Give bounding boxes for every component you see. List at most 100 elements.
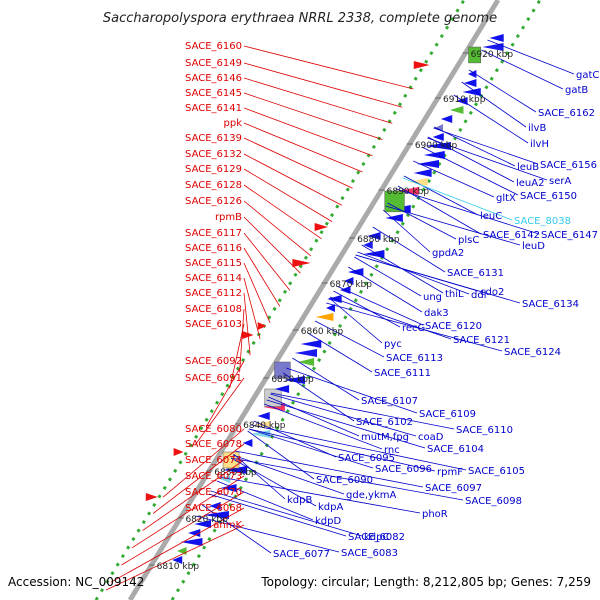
right-gene-label: ung xyxy=(423,292,442,303)
right-leader-line xyxy=(270,392,455,430)
scale-tick-label: 6820 kbp xyxy=(185,515,228,525)
forward-gene-arrow xyxy=(292,259,311,267)
right-gene-label: ilvH xyxy=(530,139,549,150)
right-gene-label: phoR xyxy=(422,509,448,520)
left-gene-label: ppk xyxy=(224,118,243,129)
forward-gene-arrow xyxy=(314,223,328,231)
left-leader-line xyxy=(243,137,353,189)
right-leader-line xyxy=(268,396,360,437)
right-dotted-guide xyxy=(170,0,542,600)
right-gene-label: SACE_6095 xyxy=(338,453,395,464)
right-gene-label: SACE_8038 xyxy=(514,216,571,227)
reverse-gene-arrow xyxy=(397,187,419,195)
left-leader-line xyxy=(229,323,245,389)
right-gene-label: SACE_6162 xyxy=(538,108,595,119)
right-leader-line xyxy=(487,39,575,75)
right-leader-line xyxy=(270,393,417,437)
left-leader-line xyxy=(243,200,312,257)
reverse-gene-arrow xyxy=(440,115,453,123)
reverse-gene-arrow xyxy=(432,133,444,141)
left-leader-line xyxy=(162,428,245,498)
scale-tick-label: 6810 kbp xyxy=(157,562,200,572)
right-gene-label: SACE_6150 xyxy=(520,191,577,202)
left-leader-lines xyxy=(105,45,414,591)
left-leader-line xyxy=(243,277,261,340)
left-leader-line xyxy=(243,262,271,323)
right-leader-line xyxy=(314,320,385,358)
right-leader-line xyxy=(210,490,363,537)
right-gene-label: pyc xyxy=(384,339,402,350)
left-leader-line xyxy=(243,216,301,274)
reverse-gene-arrow xyxy=(257,412,270,420)
left-leader-line xyxy=(239,308,245,373)
left-gene-label: SACE_6126 xyxy=(185,196,242,207)
left-leader-line xyxy=(243,292,251,356)
right-gene-label: ilvB xyxy=(528,123,546,134)
right-leader-line xyxy=(329,296,452,340)
scale-tick: 6810 kbp xyxy=(148,562,200,572)
scale-tick: 6910 kbp xyxy=(435,95,486,105)
reverse-gene-arrow xyxy=(482,43,504,51)
right-leader-line xyxy=(433,126,516,167)
right-gene-label: gde,ykmA xyxy=(346,490,396,501)
scale-tick: 6890 kbp xyxy=(378,187,429,197)
gene-block xyxy=(384,190,405,213)
left-gene-label: SACE_6128 xyxy=(185,180,242,191)
right-leader-line xyxy=(382,209,431,253)
right-gene-label: SACE_6082 xyxy=(348,532,405,543)
reverse-gene-arrow xyxy=(363,241,373,249)
left-gene-label: SACE_6070 xyxy=(185,487,242,498)
right-leader-line xyxy=(427,136,515,183)
right-leader-line xyxy=(230,457,317,507)
right-gene-label: mutM,fpg xyxy=(361,432,409,443)
right-gene-label: gatB xyxy=(565,85,588,96)
right-leader-line xyxy=(219,476,421,514)
right-leader-line xyxy=(402,177,513,221)
right-gene-label: coaD xyxy=(418,432,444,443)
left-gene-labels: SACE_6160 SACE_6149 SACE_6146 SACE_6145 SACE… xyxy=(185,41,242,531)
right-leader-line xyxy=(286,367,418,414)
right-leader-line xyxy=(468,69,537,113)
topology-text: Topology: circular; Length: 8,212,805 bp… xyxy=(260,575,591,589)
right-leader-line xyxy=(235,450,424,488)
left-gene-label: SACE_6129 xyxy=(185,164,242,175)
left-gene-label: SACE_6115 xyxy=(185,258,242,269)
left-gene-label: SACE_6068 xyxy=(185,503,242,514)
left-gene-label: SACE_6141 xyxy=(185,103,242,114)
right-gene-label: SACE_6110 xyxy=(456,425,513,436)
right-gene-label: serA xyxy=(549,176,571,187)
left-gene-label: SACE_6073 xyxy=(185,471,242,482)
scale-tick-label: 6850 kbp xyxy=(271,375,314,385)
left-gene-label: SACE_6146 xyxy=(185,73,242,84)
left-gene-label: SACE_6112 xyxy=(185,288,242,299)
left-leader-line xyxy=(243,92,383,140)
right-gene-label: SACE_6109 xyxy=(419,409,476,420)
scale-tick-label: 6860 kbp xyxy=(301,327,344,337)
right-leader-line xyxy=(453,94,529,144)
right-gene-label: cdo2 xyxy=(480,287,504,298)
right-gene-label: dak3 xyxy=(424,308,449,319)
left-gene-label: anmK xyxy=(213,520,242,531)
right-leader-line xyxy=(355,254,521,304)
left-leader-line xyxy=(121,491,245,566)
reverse-gene-arrow xyxy=(326,304,335,312)
reverse-gene-arrow xyxy=(300,340,322,348)
right-gene-label: SACE_6104 xyxy=(427,444,484,455)
left-leader-line xyxy=(142,459,245,531)
right-gene-label: SACE_6113 xyxy=(386,353,443,364)
left-gene-label: SACE_6149 xyxy=(185,58,242,69)
right-gene-label: rnc xyxy=(384,445,400,456)
left-leader-line xyxy=(243,168,333,222)
left-leader-line xyxy=(243,107,373,157)
left-leader-line xyxy=(110,507,245,583)
right-gene-label: kdpC xyxy=(364,532,389,543)
reverse-gene-arrow xyxy=(413,169,432,177)
right-gene-label: gpdA2 xyxy=(432,248,464,259)
right-gene-label: leuD xyxy=(522,241,545,252)
right-leader-line xyxy=(231,457,464,501)
right-gene-label: kdpD xyxy=(315,516,341,527)
left-leader-line xyxy=(152,443,245,514)
scale-tick: 6840 kbp xyxy=(235,421,286,431)
reverse-gene-arrow xyxy=(462,88,481,96)
left-leader-line xyxy=(194,377,245,446)
